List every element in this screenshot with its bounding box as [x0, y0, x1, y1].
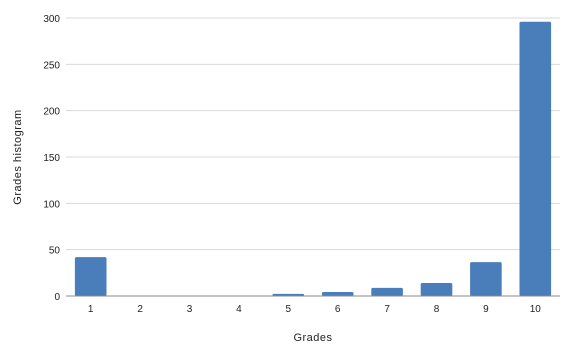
bar-7 — [371, 287, 403, 296]
y-tick-label: 250 — [43, 60, 60, 71]
x-tick-label: 3 — [187, 304, 193, 315]
x-axis-title: Grades — [293, 332, 332, 344]
bar-9 — [470, 262, 502, 296]
bar-6 — [321, 292, 354, 296]
x-tick-labels: 1 2 3 4 5 6 7 8 9 10 — [88, 304, 541, 315]
bar-5 — [272, 293, 305, 296]
y-tick-label: 50 — [49, 246, 61, 257]
y-axis-title: Grades histogram — [12, 109, 24, 204]
x-tick-label: 9 — [483, 304, 489, 315]
x-tick-label: 1 — [88, 304, 94, 315]
x-tick-label: 2 — [137, 304, 143, 315]
gridlines — [66, 17, 560, 251]
y-tick-label: 150 — [43, 153, 60, 164]
y-tick-labels: 0 50 100 150 200 250 300 — [43, 14, 60, 303]
x-tick-label: 7 — [384, 304, 390, 315]
bar-8 — [420, 283, 453, 296]
y-tick-label: 0 — [54, 292, 60, 303]
x-tick-label: 4 — [236, 304, 242, 315]
x-tick-label: 5 — [286, 304, 292, 315]
y-tick-label: 200 — [43, 107, 60, 118]
bars — [74, 21, 552, 297]
bar-1 — [74, 257, 107, 296]
x-tick-label: 6 — [335, 304, 341, 315]
y-tick-label: 100 — [43, 199, 60, 210]
y-tick-label: 300 — [43, 14, 60, 25]
x-tick-label: 10 — [530, 304, 542, 315]
bar-10 — [519, 21, 552, 297]
x-tick-label: 8 — [434, 304, 440, 315]
